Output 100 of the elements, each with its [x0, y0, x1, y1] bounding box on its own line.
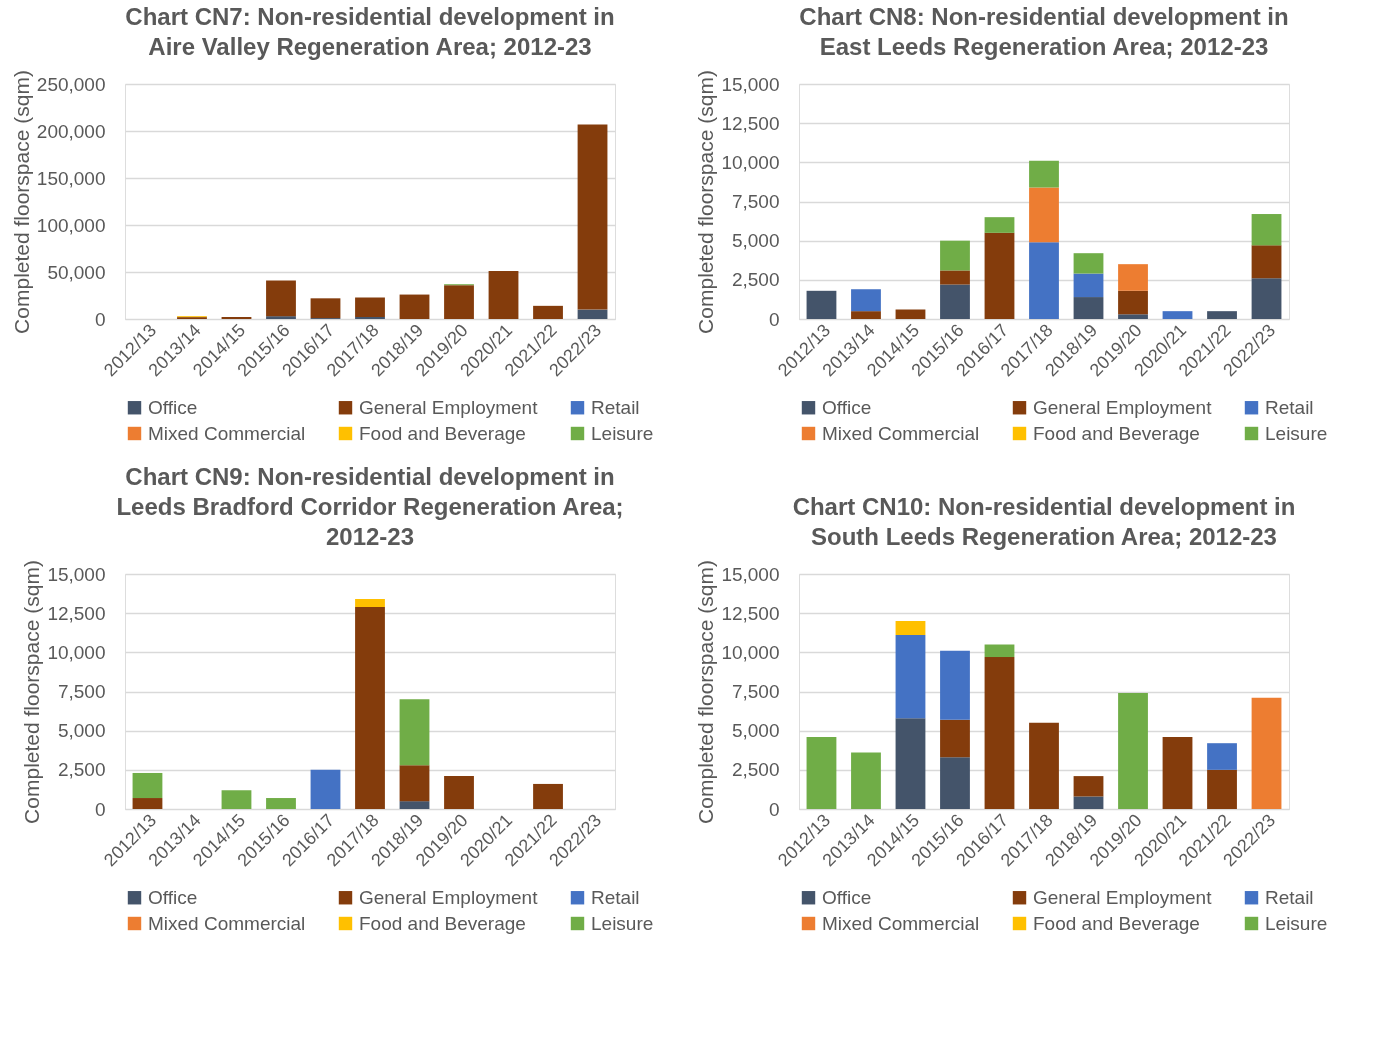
legend-label: Office [822, 886, 872, 908]
y-tick-label: 100,000 [36, 214, 106, 236]
y-axis-title: Completed floorspace (sqm) [9, 70, 33, 334]
y-tick-label: 2,500 [731, 759, 780, 781]
bar [399, 801, 430, 809]
legend-label: Food and Beverage [1033, 912, 1200, 934]
y-tick-label: 200,000 [36, 120, 106, 142]
bar [399, 765, 430, 802]
legend-label: General Employment [359, 886, 539, 908]
bar [940, 650, 970, 720]
bar [266, 280, 296, 317]
bar [1207, 769, 1237, 809]
y-tick-label: 15,000 [721, 563, 780, 585]
bar [1118, 290, 1148, 315]
bar [895, 309, 926, 319]
bar [1029, 160, 1059, 188]
legend-label: Leisure [1265, 422, 1328, 444]
bar [851, 311, 881, 319]
bar [1251, 214, 1282, 246]
chart-title: Chart CN9: Non-residential development in Leeds Bradford Corridor Regeneration Area; 2012-23 [116, 462, 624, 550]
chart-title: Chart CN10: Non-residential development in South Leeds Regeneration Area; 2012-23 [792, 492, 1296, 550]
legend-label: General Employment [1033, 886, 1213, 908]
bar [1073, 273, 1104, 298]
bar [1073, 253, 1104, 274]
y-tick-label: 12,500 [47, 602, 106, 624]
y-tick-label: 15,000 [721, 73, 780, 95]
bar [221, 790, 252, 809]
bar [895, 718, 926, 809]
bar [984, 217, 1015, 233]
bar [488, 271, 519, 319]
bar [266, 316, 296, 319]
bar [1251, 697, 1282, 809]
bar [1251, 245, 1282, 279]
bar [1251, 278, 1282, 319]
legend-label: Leisure [1265, 912, 1328, 934]
bar [1073, 297, 1104, 319]
bar [895, 621, 926, 636]
bar [1073, 796, 1104, 809]
y-tick-label: 0 [768, 798, 780, 820]
bar [266, 798, 296, 809]
y-tick-label: 10,000 [47, 641, 106, 663]
bar [1162, 736, 1193, 809]
bar [577, 309, 608, 319]
y-tick-label: 250,000 [36, 73, 106, 95]
y-tick-label: 2,500 [57, 759, 106, 781]
bar [1029, 242, 1059, 319]
bar [444, 285, 474, 319]
bar [895, 635, 926, 719]
bar [1073, 776, 1104, 797]
y-tick-label: 2,500 [731, 269, 780, 291]
bar [940, 757, 970, 809]
bar [940, 719, 970, 758]
bar [399, 699, 430, 766]
bar [355, 599, 385, 607]
y-tick-label: 150,000 [36, 167, 106, 189]
bar [940, 240, 970, 271]
bar [1118, 314, 1148, 319]
legend-label: Food and Beverage [359, 422, 526, 444]
bar [940, 284, 970, 319]
bar [1207, 743, 1237, 770]
bar [1207, 311, 1237, 319]
legend-label: Retail [591, 886, 640, 908]
y-tick-label: 5,000 [57, 720, 106, 742]
y-tick-label: 5,000 [731, 720, 780, 742]
bar [533, 305, 563, 319]
y-axis-title: Completed floorspace (sqm) [694, 70, 718, 334]
legend-label: Mixed Commercial [148, 422, 306, 444]
bar [1118, 264, 1148, 291]
bar [1118, 693, 1148, 809]
bar [132, 798, 163, 809]
y-axis-title: Completed floorspace (sqm) [20, 560, 44, 824]
y-tick-label: 15,000 [47, 563, 106, 585]
legend-label: Leisure [591, 422, 654, 444]
bar [310, 298, 341, 319]
y-axis-title: Completed floorspace (sqm) [694, 560, 718, 824]
legend-label: Mixed Commercial [822, 912, 980, 934]
y-tick-label: 0 [768, 308, 780, 330]
legend-label: Mixed Commercial [148, 912, 306, 934]
legend-label: Retail [1265, 886, 1314, 908]
y-tick-label: 0 [94, 798, 106, 820]
legend-label: Office [148, 886, 198, 908]
bar [444, 776, 474, 809]
y-tick-label: 50,000 [47, 261, 106, 283]
legend-label: Office [148, 396, 198, 418]
chart-title: Chart CN7: Non-residential development in Aire Valley Regeneration Area; 2012-23 [125, 2, 615, 60]
legend-label: Food and Beverage [1033, 422, 1200, 444]
y-tick-label: 7,500 [731, 681, 780, 702]
bar [984, 644, 1015, 658]
legend-label: Retail [1265, 396, 1314, 418]
bar [1029, 722, 1059, 809]
bar [984, 232, 1015, 319]
bar [1162, 311, 1193, 319]
bar [533, 783, 563, 809]
y-tick-label: 10,000 [721, 641, 780, 663]
y-tick-label: 7,500 [731, 191, 780, 212]
legend-label: General Employment [359, 396, 539, 418]
bar [940, 270, 970, 285]
y-tick-label: 5,000 [731, 230, 780, 252]
y-tick-label: 10,000 [721, 151, 780, 173]
legend-label: General Employment [1033, 396, 1213, 418]
